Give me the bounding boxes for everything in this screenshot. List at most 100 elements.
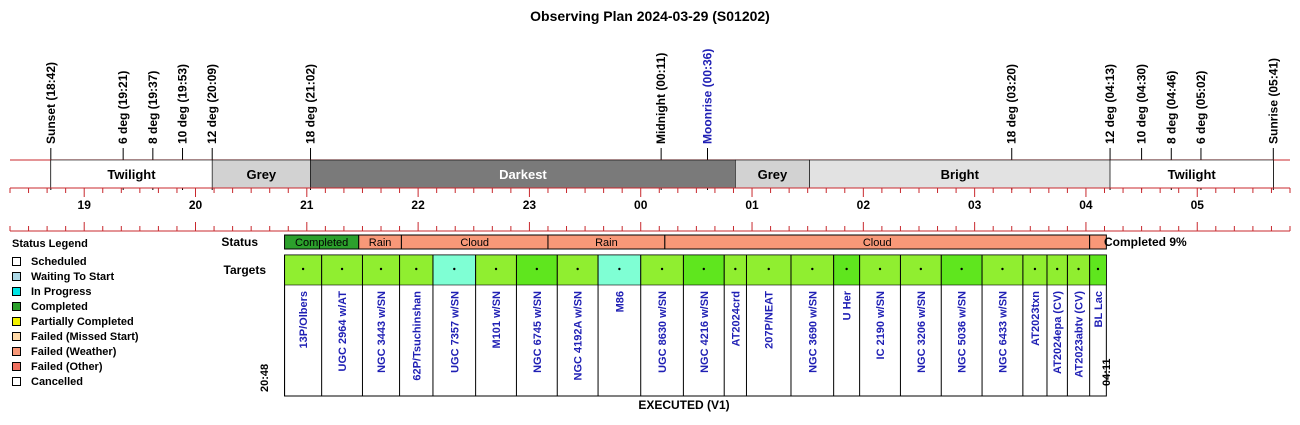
legend-label: Failed (Missed Start) [31, 330, 139, 343]
target-name: NGC 5036 w/SN [957, 291, 969, 373]
target-name: AT2024epa (CV) [1052, 291, 1064, 374]
status-segment-label: Completed [295, 237, 348, 249]
start-time-label: 20:48 [259, 364, 271, 392]
sky-period-label: Grey [247, 167, 277, 182]
executed-footer: EXECUTED (V1) [638, 398, 729, 412]
legend-swatch [12, 377, 21, 386]
target-marker [734, 267, 737, 271]
target-name: NGC 3443 w/SN [376, 291, 388, 373]
sky-period-bar: Twilight Grey Darkest Grey Bright Twilight [10, 159, 1290, 189]
target-name: M86 [614, 291, 626, 312]
event-label: 6 deg (19:21) [116, 71, 130, 144]
legend-label: Partially Completed [31, 315, 134, 328]
event-label: Sunset (18:42) [44, 62, 58, 144]
status-row-label: Status [221, 235, 258, 249]
sky-period-label: Twilight [107, 167, 156, 182]
target-name: NGC 3690 w/SN [807, 291, 819, 373]
sky-period-block [50, 159, 213, 189]
legend-item: Completed [12, 299, 192, 314]
event-label: Moonrise (00:36) [701, 49, 715, 144]
legend-item: Partially Completed [12, 314, 192, 329]
legend-item: Failed (Other) [12, 359, 192, 374]
target-marker [379, 267, 383, 271]
target-name: IC 2190 w/SN [875, 291, 887, 360]
hour-label: 01 [745, 198, 759, 212]
target-name: NGC 3206 w/SN [916, 291, 928, 373]
target-marker [453, 267, 456, 271]
hour-label: 03 [968, 198, 982, 212]
sky-period-label: Darkest [499, 167, 547, 182]
target-name: 207P/NEAT [764, 291, 776, 349]
target-name: NGC 4216 w/SN [699, 291, 711, 373]
end-time-label: 04:11 [1101, 358, 1113, 386]
status-legend: Status Legend Scheduled Waiting To Start I… [12, 238, 192, 389]
status-segment-label: Rain [595, 237, 618, 249]
event-label: 18 deg (03:20) [1005, 64, 1019, 144]
target-marker [618, 267, 621, 271]
sky-period-block [735, 159, 810, 189]
event-label: 6 deg (05:02) [1194, 71, 1208, 144]
target-marker [767, 267, 770, 271]
status-segment [1089, 234, 1107, 250]
legend-item: In Progress [12, 284, 192, 299]
legend-item: Scheduled [12, 254, 192, 269]
target-marker [660, 267, 664, 271]
target-marker [576, 267, 579, 271]
legend-label: In Progress [31, 285, 92, 298]
legend-swatch [12, 257, 21, 266]
legend-swatch [12, 287, 21, 296]
target-name: UGC 7357 w/SN [449, 291, 461, 373]
legend-item: Waiting To Start [12, 269, 192, 284]
legend-items: Scheduled Waiting To Start In Progress Comp… [12, 254, 192, 389]
target-marker [415, 267, 418, 271]
target-marker [1033, 267, 1037, 271]
legend-label: Waiting To Start [31, 270, 115, 283]
event-markers: Sunset (18:42) 6 deg (19:21) 8 deg (19:37)… [44, 49, 1280, 190]
target-name: AT2023txn [1030, 291, 1042, 346]
target-marker [494, 267, 498, 271]
sky-period-label: Grey [758, 167, 788, 182]
legend-label: Failed (Other) [31, 360, 103, 373]
target-name: UGC 8630 w/SN [657, 291, 669, 373]
sky-period-label: Bright [941, 167, 980, 182]
target-marker [702, 267, 705, 271]
event-label: 8 deg (04:46) [1164, 71, 1178, 144]
hour-label: 21 [300, 198, 314, 212]
legend-swatch [12, 302, 21, 311]
sky-period-block [1109, 159, 1274, 189]
legend-label: Scheduled [31, 255, 87, 268]
target-name: 13P/Olbers [298, 291, 310, 348]
legend-label: Failed (Weather) [31, 345, 117, 358]
legend-swatch [12, 332, 21, 341]
target-marker [535, 267, 539, 271]
target-marker [1055, 267, 1059, 271]
target-name: NGC 6433 w/SN [997, 291, 1009, 373]
target-name: U Her [842, 290, 854, 320]
legend-label: Completed [31, 300, 88, 313]
legend-swatch [12, 317, 21, 326]
hour-label: 22 [411, 198, 425, 212]
target-marker [919, 267, 923, 271]
target-marker [1077, 267, 1080, 271]
hour-label: 19 [78, 198, 92, 212]
event-label: 10 deg (04:30) [1135, 64, 1149, 144]
legend-swatch [12, 272, 21, 281]
target-name: AT2023abtv (CV) [1074, 291, 1086, 378]
hour-label: 02 [857, 198, 871, 212]
hour-label: 04 [1079, 198, 1093, 212]
target-name: BL Lac [1093, 291, 1105, 327]
legend-item: Failed (Missed Start) [12, 329, 192, 344]
event-label: 18 deg (21:02) [304, 64, 318, 144]
target-name: NGC 4192A w/SN [573, 291, 585, 381]
event-label: 10 deg (19:53) [176, 64, 190, 144]
sky-period-block [310, 159, 736, 189]
hour-label: 05 [1191, 198, 1205, 212]
hour-axis: 19 20 21 22 23 00 01 02 03 04 05 [9, 187, 1291, 232]
hour-label: 23 [523, 198, 537, 212]
target-name: M101 w/SN [491, 291, 503, 349]
targets-row: 13P/Olbers UGC 2964 w/AT NGC 3443 w/SN 62P/… [284, 254, 1107, 397]
status-segment-label: Rain [369, 237, 392, 249]
legend-label: Cancelled [31, 375, 83, 388]
target-marker [878, 267, 882, 271]
